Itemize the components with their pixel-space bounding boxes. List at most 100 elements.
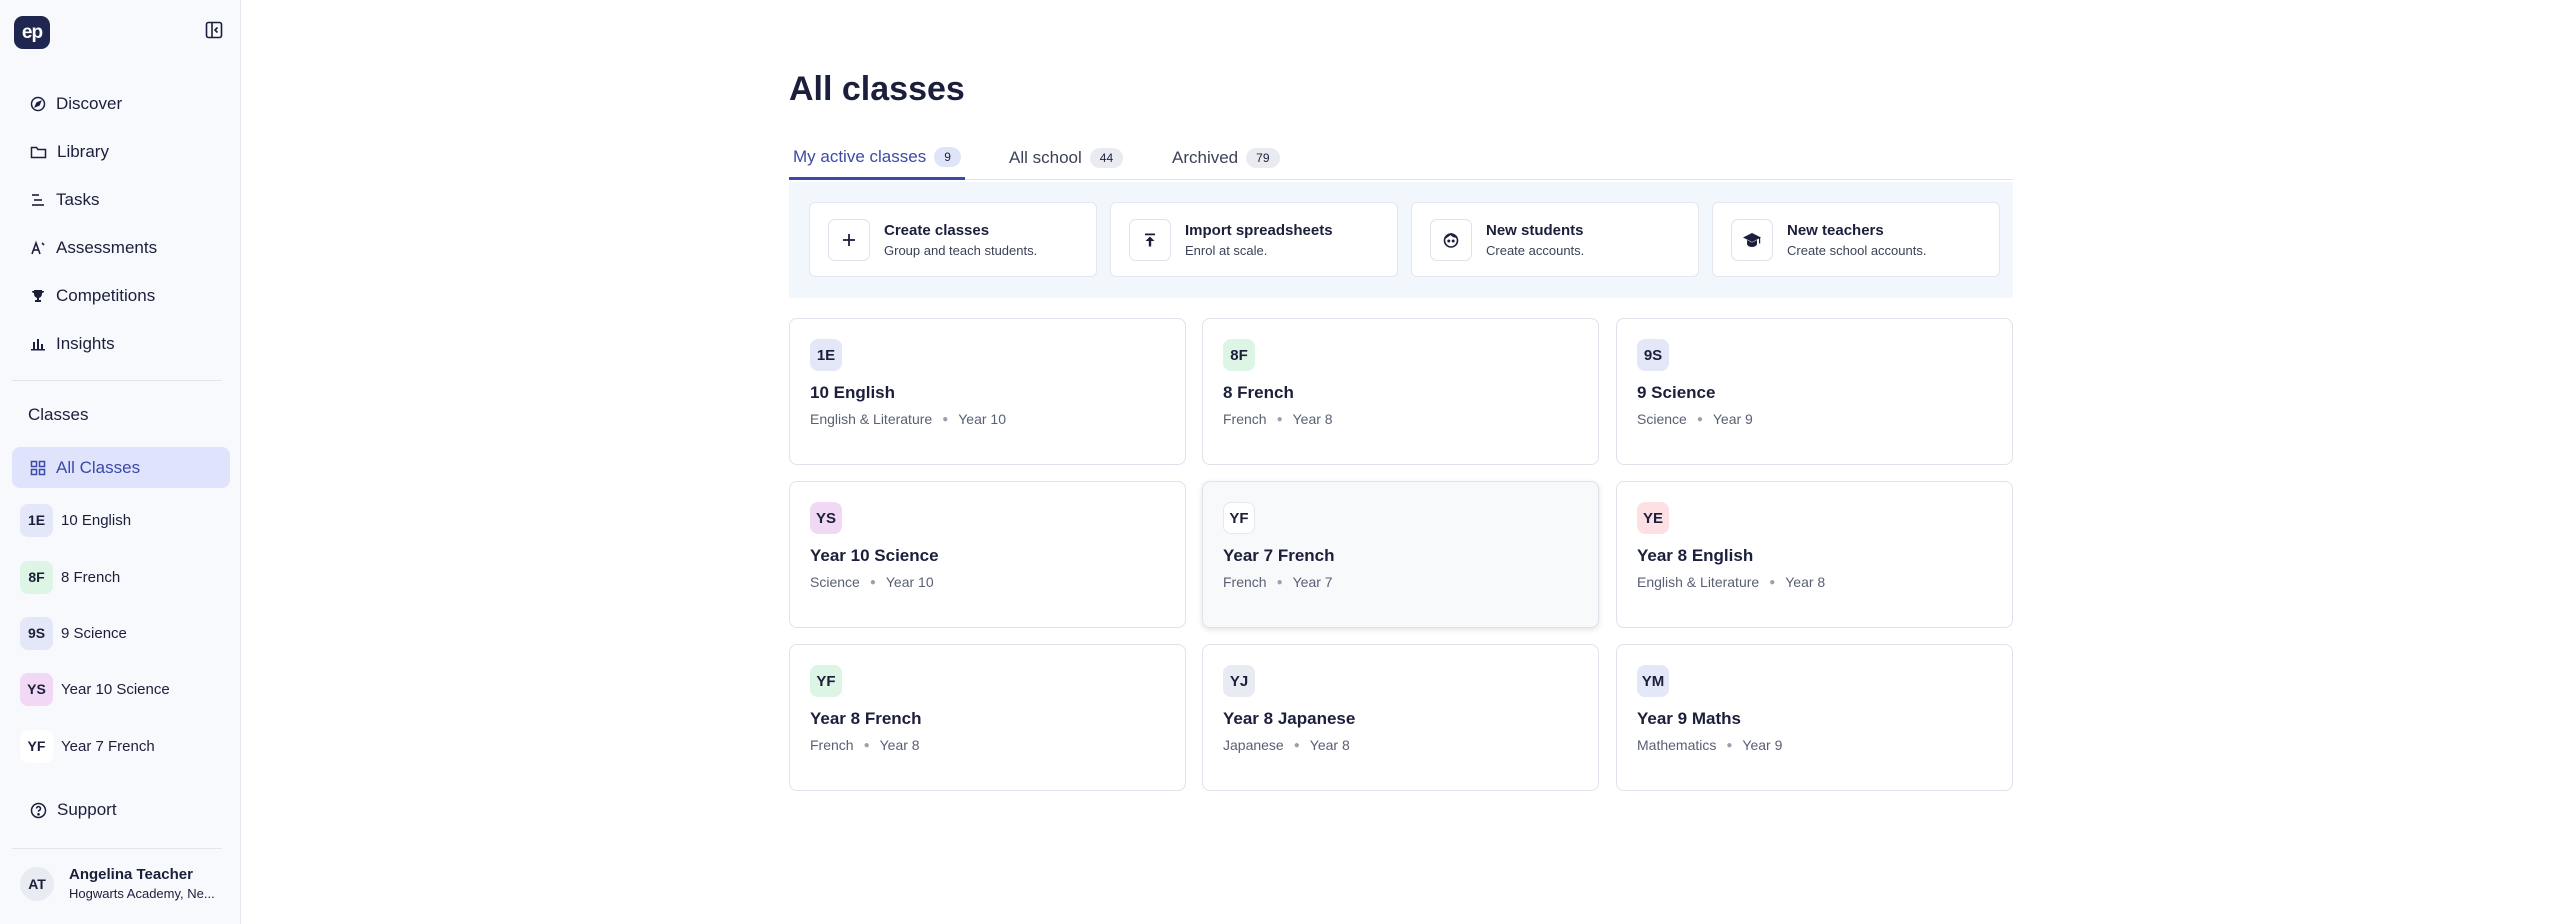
import-spreadsheets-button[interactable]: Import spreadsheets Enrol at scale. bbox=[1110, 202, 1398, 277]
class-name: Year 8 French bbox=[810, 709, 922, 728]
nav-label: Tasks bbox=[56, 190, 100, 209]
user-name: Angelina Teacher bbox=[69, 866, 193, 883]
tab-all-school[interactable]: All school 44 bbox=[1009, 136, 1124, 180]
class-subject: French bbox=[1223, 574, 1267, 590]
trophy-icon bbox=[32, 290, 44, 302]
sidebar-class-item[interactable]: 9S 9 Science bbox=[20, 615, 127, 651]
student-icon bbox=[1430, 218, 1472, 261]
sidebar-divider bbox=[12, 848, 222, 849]
nav-item-competitions[interactable]: Competitions bbox=[12, 272, 230, 320]
class-year: Year 10 bbox=[885, 574, 934, 590]
class-year: Year 8 bbox=[879, 737, 920, 753]
class-card[interactable]: YM Year 9 Maths Mathematics ● Year 9 bbox=[1616, 644, 2013, 791]
separator-dot: ● bbox=[869, 576, 876, 588]
sidebar-class-label: Year 10 Science bbox=[61, 680, 170, 698]
separator-dot: ● bbox=[1276, 413, 1283, 425]
help-icon bbox=[30, 802, 47, 818]
class-meta: Science ● Year 10 bbox=[810, 574, 934, 590]
classes-heading: Classes bbox=[28, 405, 89, 424]
avatar: AT bbox=[20, 866, 54, 901]
class-badge: YF bbox=[810, 665, 842, 697]
tab-label: All school bbox=[1009, 148, 1082, 167]
class-card[interactable]: 1E 10 English English & Literature ● Year … bbox=[789, 318, 1186, 465]
class-meta: French ● Year 8 bbox=[810, 737, 920, 753]
class-year: Year 8 bbox=[1292, 411, 1333, 427]
separator-dot: ● bbox=[942, 413, 949, 425]
class-name: Year 8 Japanese bbox=[1223, 709, 1356, 728]
class-badge: 9S bbox=[20, 616, 53, 650]
assessments-icon bbox=[31, 240, 45, 255]
nav-item-discover[interactable]: Discover bbox=[12, 80, 230, 128]
class-badge: YJ bbox=[1223, 665, 1255, 697]
class-meta: English & Literature ● Year 8 bbox=[1637, 574, 1825, 590]
class-year: Year 10 bbox=[958, 411, 1006, 427]
separator-dot: ● bbox=[1726, 739, 1733, 751]
class-badge: YE bbox=[1637, 502, 1669, 534]
class-badge: 8F bbox=[20, 560, 53, 594]
nav-item-insights[interactable]: Insights bbox=[12, 320, 230, 368]
action-title: Create classes bbox=[884, 221, 990, 239]
nav-item-tasks[interactable]: Tasks bbox=[12, 176, 230, 224]
user-profile[interactable]: AT Angelina Teacher Hogwarts Academy, Ne… bbox=[20, 866, 219, 901]
action-title: New teachers bbox=[1787, 221, 1884, 239]
class-year: Year 9 bbox=[1712, 411, 1753, 427]
separator-dot: ● bbox=[1696, 413, 1703, 425]
separator-dot: ● bbox=[1276, 576, 1283, 588]
nav-label: Assessments bbox=[56, 238, 158, 257]
class-name: Year 7 French bbox=[1223, 546, 1335, 565]
nav-label: Insights bbox=[56, 334, 115, 353]
class-meta: Science ● Year 9 bbox=[1637, 411, 1753, 427]
class-badge: 9S bbox=[1637, 339, 1669, 371]
class-subject: French bbox=[810, 737, 854, 753]
class-name: Year 10 Science bbox=[810, 546, 939, 565]
sidebar-class-item[interactable]: 8F 8 French bbox=[20, 559, 120, 595]
tab-archived[interactable]: Archived 79 bbox=[1172, 136, 1280, 180]
class-name: 9 Science bbox=[1637, 383, 1716, 402]
app-logo[interactable]: ep bbox=[14, 16, 50, 49]
nav-item-library[interactable]: Library bbox=[12, 128, 230, 176]
sidebar-class-item[interactable]: YF Year 7 French bbox=[20, 728, 155, 764]
class-meta: French ● Year 8 bbox=[1223, 411, 1333, 427]
class-card[interactable]: YE Year 8 English English & Literature ● Y… bbox=[1616, 481, 2013, 628]
main-nav: Discover Library Tasks Assessments Compe… bbox=[12, 80, 230, 368]
class-badge: YF bbox=[1223, 502, 1255, 534]
sidebar-class-item[interactable]: 1E 10 English bbox=[20, 502, 131, 538]
graduation-cap-icon bbox=[1731, 218, 1773, 261]
new-teachers-button[interactable]: New teachers Create school accounts. bbox=[1712, 202, 2000, 277]
class-badge: YS bbox=[20, 672, 53, 706]
class-meta: Mathematics ● Year 9 bbox=[1637, 737, 1782, 753]
class-badge: 1E bbox=[20, 503, 53, 537]
sidebar-item-all-classes[interactable]: All Classes bbox=[12, 447, 230, 488]
tab-count: 79 bbox=[1246, 148, 1280, 168]
class-card[interactable]: 8F 8 French French ● Year 8 bbox=[1202, 318, 1599, 465]
sidebar-class-item[interactable]: YS Year 10 Science bbox=[20, 671, 170, 707]
class-meta: Japanese ● Year 8 bbox=[1223, 737, 1350, 753]
class-meta: English & Literature ● Year 10 bbox=[810, 411, 1006, 427]
sidebar-item-label: All Classes bbox=[56, 457, 141, 477]
folder-icon bbox=[30, 146, 47, 159]
class-card[interactable]: YJ Year 8 Japanese Japanese ● Year 8 bbox=[1202, 644, 1599, 791]
class-name: 8 French bbox=[1223, 383, 1294, 402]
sidebar-class-label: 9 Science bbox=[61, 624, 127, 642]
action-subtitle: Group and teach students. bbox=[884, 242, 1038, 258]
class-card[interactable]: YS Year 10 Science Science ● Year 10 bbox=[789, 481, 1186, 628]
class-card[interactable]: YF Year 7 French French ● Year 7 bbox=[1202, 481, 1599, 628]
create-classes-button[interactable]: Create classes Group and teach students. bbox=[809, 202, 1097, 277]
sidebar-class-label: 8 French bbox=[61, 568, 121, 586]
new-students-button[interactable]: New students Create accounts. bbox=[1411, 202, 1699, 277]
class-card[interactable]: YF Year 8 French French ● Year 8 bbox=[789, 644, 1186, 791]
support-link[interactable]: Support bbox=[30, 800, 117, 820]
sidebar-class-label: 10 English bbox=[61, 511, 132, 529]
compass-icon bbox=[30, 96, 46, 112]
nav-label: Discover bbox=[56, 94, 123, 113]
nav-item-assessments[interactable]: Assessments bbox=[12, 224, 230, 272]
class-meta: French ● Year 7 bbox=[1223, 574, 1333, 590]
separator-dot: ● bbox=[1769, 576, 1776, 588]
sidebar-collapse-icon[interactable] bbox=[204, 20, 224, 40]
class-card[interactable]: 9S 9 Science Science ● Year 9 bbox=[1616, 318, 2013, 465]
action-subtitle: Enrol at scale. bbox=[1185, 242, 1268, 258]
sidebar: ep Discover Library Tasks Assessments Co… bbox=[0, 0, 241, 924]
plus-icon bbox=[828, 218, 870, 261]
tab-my-active-classes[interactable]: My active classes 9 bbox=[789, 136, 965, 180]
tab-label: Archived bbox=[1172, 148, 1239, 167]
